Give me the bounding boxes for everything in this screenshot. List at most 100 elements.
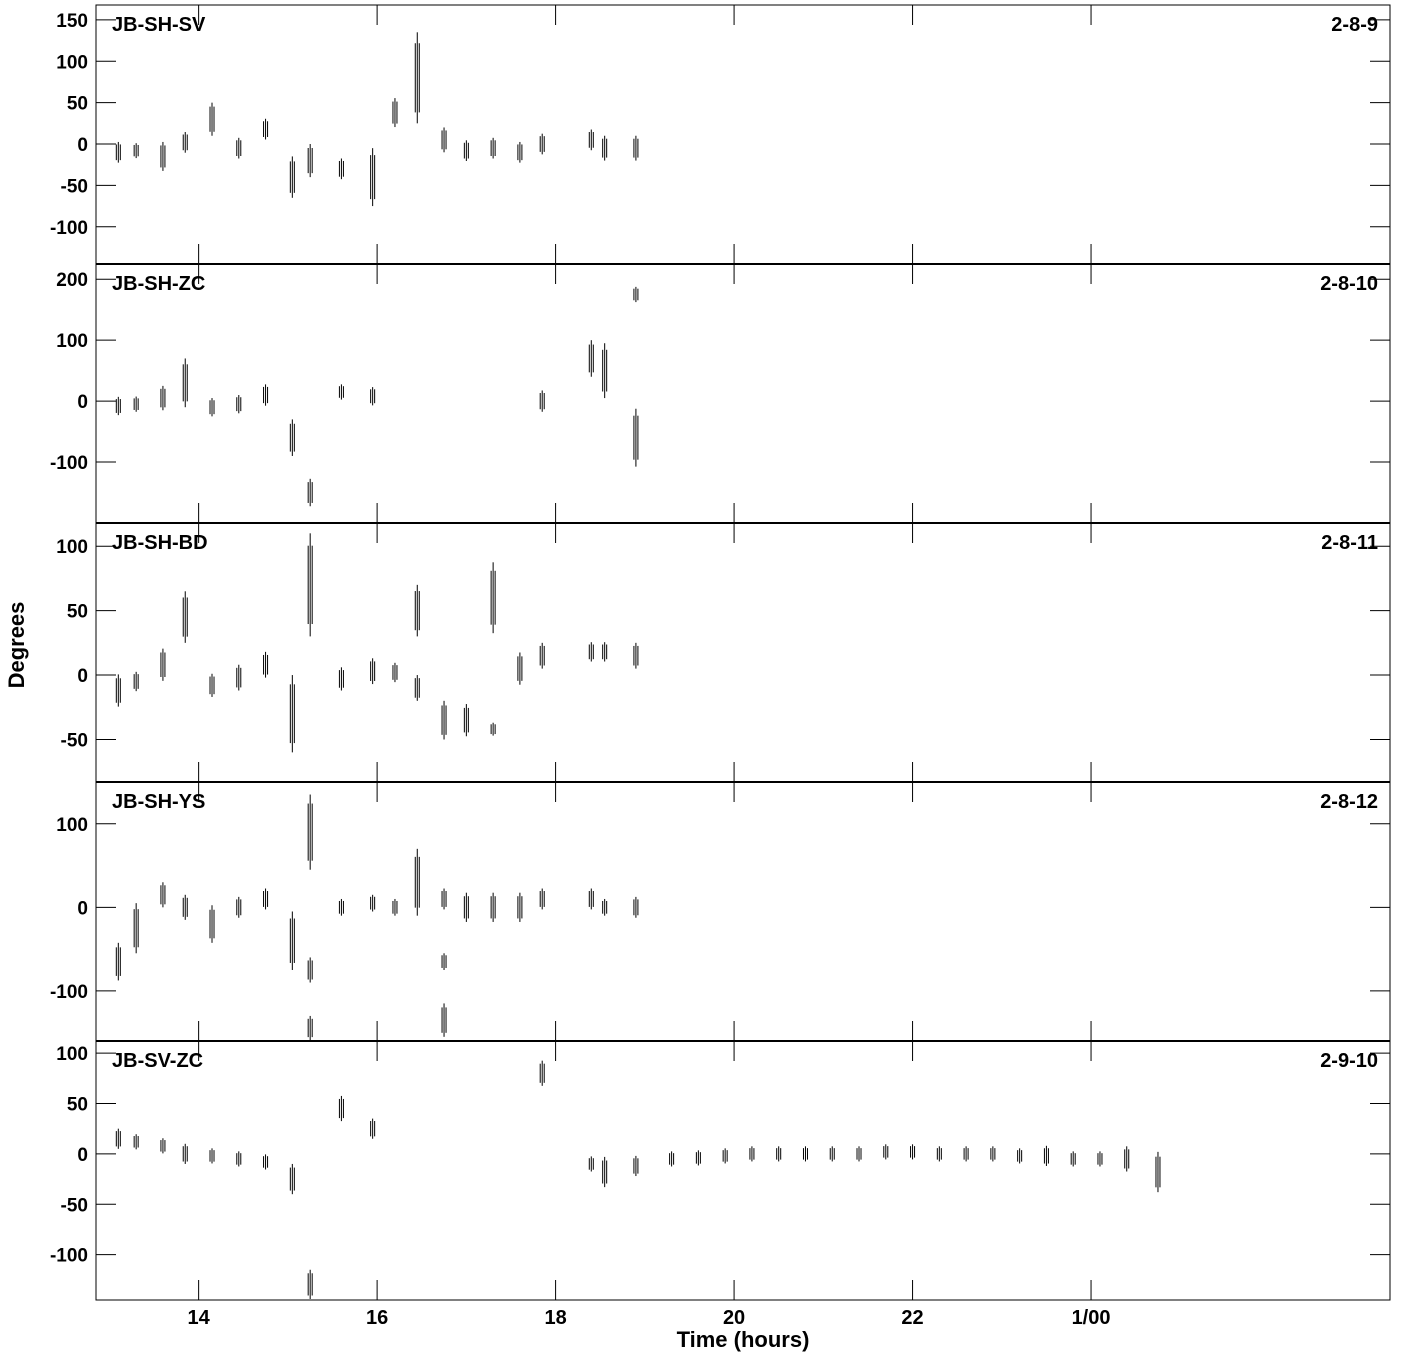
y-tick-label: 100 — [56, 52, 88, 73]
data-point — [160, 385, 166, 411]
data-point — [539, 133, 545, 155]
panel-frame — [95, 263, 1391, 524]
y-tick-label: -100 — [50, 982, 88, 1003]
data-point — [338, 384, 344, 400]
data-point — [1124, 1146, 1130, 1172]
data-point — [160, 1138, 166, 1154]
data-point — [602, 1156, 608, 1188]
data-point — [370, 387, 376, 406]
data-point — [209, 398, 215, 417]
data-point — [338, 158, 344, 180]
data-point — [182, 591, 188, 643]
data-point — [133, 396, 139, 412]
data-point — [588, 642, 594, 662]
y-tick-label: 50 — [67, 602, 88, 623]
data-point — [263, 651, 269, 678]
data-point — [133, 671, 139, 692]
antenna-index-label: 2-8-9 — [1331, 14, 1378, 36]
data-point — [539, 1060, 545, 1086]
data-point — [588, 888, 594, 910]
data-point — [490, 137, 496, 159]
data-point — [307, 144, 313, 178]
data-point — [115, 396, 121, 416]
antenna-index-label: 2-8-12 — [1320, 791, 1378, 813]
data-point — [307, 957, 313, 983]
data-point — [209, 102, 215, 136]
y-tick-label: -100 — [50, 218, 88, 239]
data-point — [633, 1155, 639, 1177]
x-tick-label: 1/00 — [1072, 1307, 1111, 1329]
data-point — [990, 1146, 996, 1162]
data-point — [539, 390, 545, 412]
data-point — [263, 1154, 269, 1170]
y-tick-label: 150 — [56, 11, 88, 32]
baseline-label: JB-SH-ZC — [112, 273, 205, 295]
data-point — [289, 156, 295, 198]
data-point — [307, 478, 313, 507]
data-point — [490, 892, 496, 922]
data-point — [539, 888, 545, 910]
data-point — [338, 667, 344, 691]
data-point — [441, 953, 447, 970]
data-point — [392, 98, 398, 128]
data-point — [209, 673, 215, 697]
panel-frame — [95, 781, 1391, 1042]
data-point — [602, 898, 608, 916]
data-point — [236, 896, 242, 918]
data-point — [633, 286, 639, 303]
data-point — [289, 675, 295, 753]
data-point — [160, 648, 166, 681]
data-point — [338, 1095, 344, 1122]
data-point — [936, 1146, 942, 1162]
data-point — [588, 340, 594, 377]
x-tick-label: 20 — [723, 1307, 745, 1329]
data-point — [236, 395, 242, 414]
data-point — [160, 141, 166, 171]
data-point — [133, 903, 139, 954]
data-point — [490, 722, 496, 736]
data-point — [910, 1144, 916, 1160]
data-point — [115, 942, 121, 981]
antenna-index-label: 2-9-10 — [1320, 1050, 1378, 1072]
data-point — [602, 135, 608, 161]
data-point — [307, 1269, 313, 1299]
data-point — [856, 1146, 862, 1162]
baseline-label: JB-SH-SV — [112, 14, 206, 36]
data-point — [182, 358, 188, 408]
x-tick-label: 16 — [366, 1307, 388, 1329]
x-tick-label: 22 — [901, 1307, 923, 1329]
data-point — [669, 1151, 675, 1167]
y-tick-label: 100 — [56, 537, 88, 558]
baseline-label: JB-SH-BD — [112, 532, 208, 554]
y-tick-label: 50 — [67, 94, 88, 115]
data-point — [441, 888, 447, 910]
data-point — [633, 642, 639, 669]
panel-frame — [95, 522, 1391, 783]
y-tick-label: 0 — [77, 392, 88, 413]
y-tick-label: -50 — [61, 730, 88, 751]
data-point — [829, 1146, 835, 1162]
data-point — [883, 1144, 889, 1160]
data-point — [370, 894, 376, 912]
data-point — [517, 652, 523, 685]
data-point — [414, 848, 420, 916]
data-point — [370, 148, 376, 207]
data-point — [414, 584, 420, 637]
data-point — [963, 1146, 969, 1162]
panel-frame — [95, 4, 1391, 265]
data-point — [539, 642, 545, 669]
data-point — [588, 129, 594, 151]
y-tick-label: -50 — [61, 1195, 88, 1216]
data-point — [1043, 1145, 1049, 1166]
data-point — [695, 1150, 701, 1166]
data-point — [441, 1003, 447, 1037]
data-point — [463, 140, 469, 161]
baseline-label: JB-SH-YS — [112, 791, 205, 813]
data-point — [463, 892, 469, 922]
baseline-label: JB-SV-ZC — [112, 1050, 203, 1072]
data-point — [182, 1143, 188, 1164]
data-point — [289, 911, 295, 970]
data-point — [133, 1134, 139, 1150]
